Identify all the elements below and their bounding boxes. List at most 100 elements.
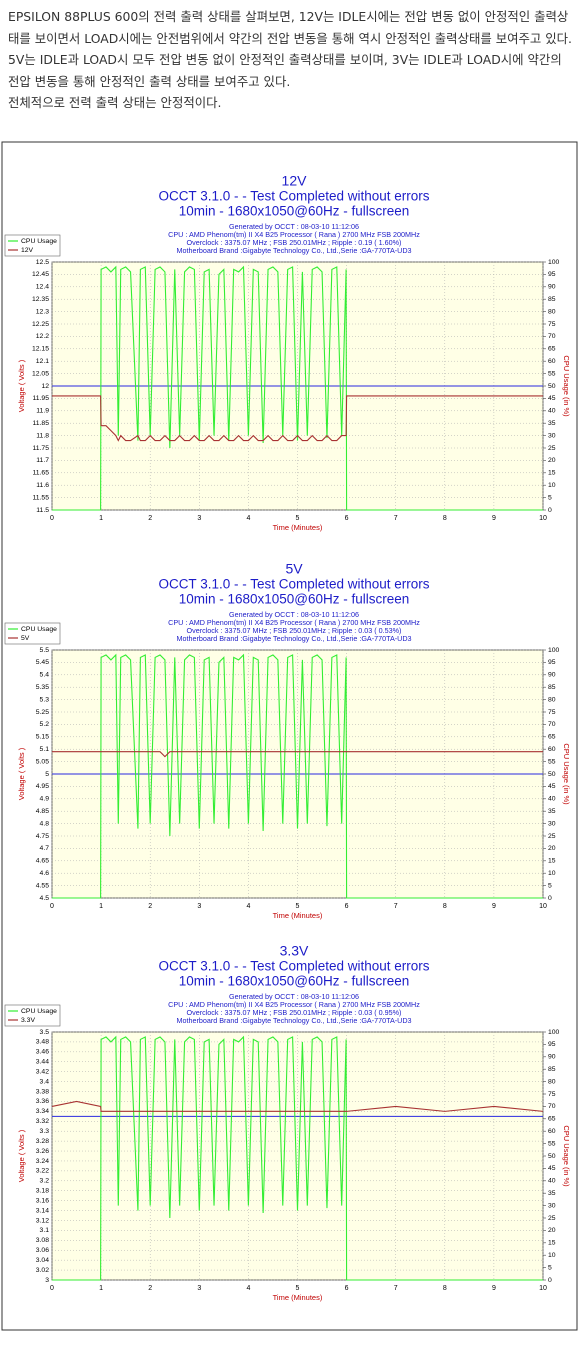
- y-tick-label: 4.75: [36, 833, 49, 840]
- info-line: CPU : AMD Phenom(tm) II X4 B25 Processor…: [168, 618, 420, 627]
- frame: [1, 141, 578, 1331]
- y-tick-label: 3.3: [40, 1128, 50, 1135]
- x-tick-label: 9: [492, 1285, 496, 1292]
- y2-tick-label: 90: [548, 1054, 556, 1061]
- y2-tick-label: 95: [548, 271, 556, 278]
- info-line: Motherboard Brand :Gigabyte Technology C…: [176, 1016, 411, 1025]
- info-line: Motherboard Brand :Gigabyte Technology C…: [176, 634, 411, 643]
- y2-tick-label: 90: [548, 284, 556, 291]
- article-text: EPSILON 88PLUS 600의 전력 출력 상태를 살펴보면, 12V는…: [8, 6, 574, 114]
- y2-tick-label: 85: [548, 296, 556, 303]
- y-tick-label: 5.5: [40, 647, 50, 654]
- y2-axis-label: CPU Usage (in %): [562, 355, 571, 417]
- y-tick-label: 11.9: [36, 408, 49, 415]
- y-tick-label: 3.24: [36, 1158, 49, 1165]
- y2-tick-label: 25: [548, 1215, 556, 1222]
- x-tick-label: 7: [394, 515, 398, 522]
- y-tick-label: 11.65: [32, 470, 49, 477]
- y2-tick-label: 40: [548, 408, 556, 415]
- y2-tick-label: 20: [548, 1227, 556, 1234]
- y2-tick-label: 80: [548, 308, 556, 315]
- series-line: [52, 265, 543, 511]
- info-line: CPU : AMD Phenom(tm) II X4 B25 Processor…: [168, 1000, 420, 1009]
- y-tick-label: 12.35: [32, 296, 49, 303]
- y2-tick-label: 45: [548, 783, 556, 790]
- y-tick-label: 3.26: [36, 1148, 49, 1155]
- y2-tick-label: 85: [548, 684, 556, 691]
- y2-tick-label: 95: [548, 659, 556, 666]
- y2-tick-label: 30: [548, 432, 556, 439]
- paragraph: 전체적으로 전력 출력 상태는 안정적이다.: [8, 95, 222, 110]
- y2-tick-label: 75: [548, 321, 556, 328]
- y-tick-label: 12.2: [36, 333, 49, 340]
- y2-tick-label: 25: [548, 445, 556, 452]
- y-tick-label: 3.12: [36, 1217, 49, 1224]
- chart-title: 3.3V: [280, 943, 309, 959]
- y-tick-label: 3.34: [36, 1108, 49, 1115]
- chart-subtitle: OCCT 3.1.0 - - Test Completed without er…: [158, 959, 429, 974]
- x-tick-label: 0: [50, 1285, 54, 1292]
- y-tick-label: 3.18: [36, 1188, 49, 1195]
- y2-tick-label: 65: [548, 734, 556, 741]
- x-tick-label: 2: [148, 903, 152, 910]
- y2-tick-label: 35: [548, 808, 556, 815]
- x-tick-label: 8: [443, 515, 447, 522]
- y-tick-label: 5.35: [36, 684, 49, 691]
- y-tick-label: 11.55: [32, 494, 49, 501]
- y2-tick-label: 65: [548, 346, 556, 353]
- y2-tick-label: 30: [548, 1202, 556, 1209]
- series-line: [52, 395, 543, 442]
- y-tick-label: 12: [41, 383, 49, 390]
- y2-tick-label: 10: [548, 1252, 556, 1259]
- y2-tick-label: 5: [548, 494, 552, 501]
- y-tick-label: 5: [45, 771, 49, 778]
- y2-tick-label: 15: [548, 858, 556, 865]
- y-tick-label: 4.6: [40, 870, 50, 877]
- y-tick-label: 3.1: [40, 1227, 50, 1234]
- x-tick-label: 3: [197, 903, 201, 910]
- x-tick-label: 0: [50, 515, 54, 522]
- x-tick-label: 2: [148, 515, 152, 522]
- chart-title: 12V: [282, 173, 308, 189]
- x-axis-label: Time (Minutes): [273, 911, 323, 920]
- y-tick-label: 12.05: [32, 370, 49, 377]
- chart-subtitle: 10min - 1680x1050@60Hz - fullscreen: [179, 592, 410, 607]
- y2-tick-label: 25: [548, 833, 556, 840]
- x-tick-label: 4: [246, 1285, 250, 1292]
- legend-label: CPU Usage: [21, 626, 57, 633]
- y2-tick-label: 75: [548, 1091, 556, 1098]
- y2-tick-label: 55: [548, 758, 556, 765]
- chart-subtitle: 10min - 1680x1050@60Hz - fullscreen: [179, 974, 410, 989]
- info-line: Overclock : 3375.07 MHz ; FSB 250.01MHz …: [187, 626, 402, 635]
- y-tick-label: 3.38: [36, 1088, 49, 1095]
- y2-tick-label: 60: [548, 358, 556, 365]
- x-tick-label: 10: [539, 903, 547, 910]
- chart-subtitle: 10min - 1680x1050@60Hz - fullscreen: [179, 204, 410, 219]
- paragraph: EPSILON 88PLUS 600의 전력 출력 상태를 살펴보면, 12V는…: [8, 9, 572, 89]
- y2-tick-label: 20: [548, 457, 556, 464]
- y2-tick-label: 75: [548, 709, 556, 716]
- y-tick-label: 5.15: [36, 734, 49, 741]
- y-tick-label: 5.1: [40, 746, 50, 753]
- y-tick-label: 4.85: [36, 808, 49, 815]
- series-line: [52, 751, 543, 758]
- x-tick-label: 1: [99, 1285, 103, 1292]
- info-line: Motherboard Brand :Gigabyte Technology C…: [176, 246, 411, 255]
- y-tick-label: 3.04: [36, 1257, 49, 1264]
- x-tick-label: 10: [539, 1285, 547, 1292]
- y-tick-label: 3.44: [36, 1059, 49, 1066]
- legend-label: CPU Usage: [21, 238, 57, 245]
- y2-tick-label: 40: [548, 796, 556, 803]
- x-tick-label: 5: [296, 903, 300, 910]
- x-tick-label: 4: [246, 515, 250, 522]
- legend-box: [4, 1004, 61, 1027]
- info-line: Generated by OCCT : 08-03-10 11:12:06: [229, 992, 359, 1001]
- info-line: Generated by OCCT : 08-03-10 11:12:06: [229, 222, 359, 231]
- x-tick-label: 1: [99, 903, 103, 910]
- y-tick-label: 3.22: [36, 1168, 49, 1175]
- y2-tick-label: 15: [548, 1240, 556, 1247]
- info-line: Generated by OCCT : 08-03-10 11:12:06: [229, 610, 359, 619]
- y-tick-label: 3.48: [36, 1039, 49, 1046]
- x-tick-label: 9: [492, 515, 496, 522]
- y-tick-label: 4.95: [36, 783, 49, 790]
